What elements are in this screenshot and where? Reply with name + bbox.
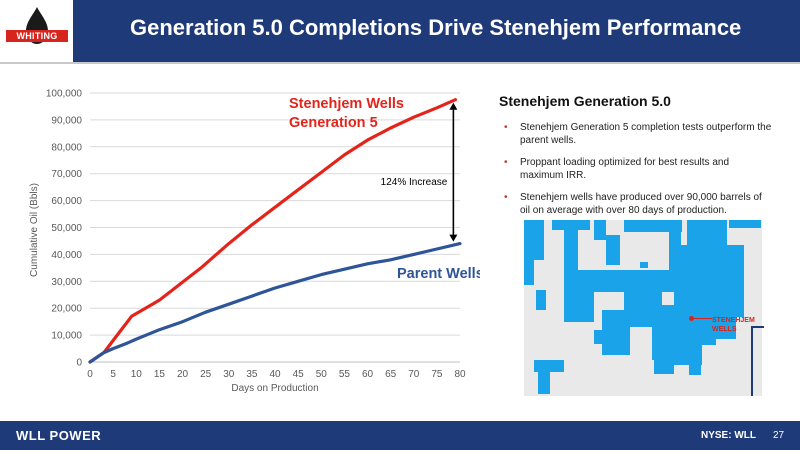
x-tick-label: 45 bbox=[293, 369, 305, 380]
x-tick-label: 80 bbox=[454, 369, 466, 380]
parent-wells-line bbox=[88, 242, 462, 364]
map-leader-line bbox=[694, 318, 712, 319]
gridlines bbox=[90, 92, 460, 336]
x-tick-label: 75 bbox=[431, 369, 443, 380]
x-tick-label: 25 bbox=[200, 369, 212, 380]
x-tick-label: 60 bbox=[362, 369, 374, 380]
map-label-line2: WELLS bbox=[712, 326, 737, 333]
x-tick-label: 35 bbox=[246, 369, 258, 380]
y-tick-label: 0 bbox=[76, 358, 82, 369]
x-tick-label: 15 bbox=[154, 369, 166, 380]
x-tick-label: 50 bbox=[316, 369, 328, 380]
logo-text: WHITING bbox=[6, 30, 68, 42]
y-tick-label: 20,000 bbox=[51, 304, 82, 315]
well-marker-icon bbox=[689, 316, 694, 321]
series-labels: Stenehjem Wells Generation 5 Parent Wells bbox=[289, 96, 480, 282]
bullet-item: • Stenehjem Generation 5 completion tests… bbox=[504, 121, 774, 147]
y-tick-label: 100,000 bbox=[46, 89, 83, 100]
series-label-line: Stenehjem Wells bbox=[289, 96, 404, 112]
footer: WLL POWER NYSE: WLL 27 bbox=[0, 421, 800, 450]
cumulative-oil-chart: 0 10,000 20,000 30,000 40,000 50,000 60,000 70,… bbox=[29, 89, 480, 395]
y-axis-label: Cumulative Oil (Bbls) bbox=[29, 183, 40, 277]
arrow-head-down-icon bbox=[449, 234, 458, 242]
x-axis-ticks: 0 5 10 15 20 25 30 35 40 45 50 55 60 65 70 75 80 bbox=[87, 369, 466, 380]
y-tick-label: 70,000 bbox=[51, 169, 82, 180]
series-label-line: Generation 5 bbox=[289, 115, 378, 131]
y-tick-label: 60,000 bbox=[51, 196, 82, 207]
y-tick-label: 90,000 bbox=[51, 115, 82, 126]
bullet-item: • Proppant loading optimized for best res… bbox=[504, 156, 774, 182]
x-tick-label: 10 bbox=[131, 369, 143, 380]
bullet-icon: • bbox=[504, 157, 508, 168]
acreage-map bbox=[524, 220, 762, 396]
y-tick-label: 30,000 bbox=[51, 277, 82, 288]
x-tick-label: 5 bbox=[110, 369, 116, 380]
ticker-symbol: NYSE: WLL bbox=[701, 430, 756, 441]
footer-brand: WLL POWER bbox=[16, 428, 102, 443]
map-label-line1: STENEHJEM bbox=[712, 317, 755, 324]
bullet-text: Proppant loading optimized for best resu… bbox=[520, 157, 730, 181]
stenehjem-gen5-line bbox=[88, 98, 457, 364]
bullet-icon: • bbox=[504, 122, 508, 133]
arrow-head-up-icon bbox=[449, 102, 458, 110]
header-divider bbox=[0, 62, 800, 64]
bullet-icon: • bbox=[504, 192, 508, 203]
series-label-parent: Parent Wells bbox=[397, 266, 480, 282]
y-axis-ticks: 0 10,000 20,000 30,000 40,000 50,000 60,000 70,… bbox=[46, 89, 83, 369]
series-label-gen5: Stenehjem Wells Generation 5 bbox=[289, 96, 404, 131]
page-number: 27 bbox=[773, 430, 785, 441]
x-axis-label: Days on Production bbox=[231, 383, 318, 394]
y-tick-label: 40,000 bbox=[51, 250, 82, 261]
bullet-list: • Stenehjem Generation 5 completion tests… bbox=[504, 121, 774, 226]
x-tick-label: 30 bbox=[223, 369, 235, 380]
x-tick-label: 55 bbox=[339, 369, 351, 380]
header-bar bbox=[73, 0, 800, 62]
map-label: STENEHJEM WELLS bbox=[712, 316, 755, 334]
x-tick-label: 40 bbox=[269, 369, 281, 380]
y-tick-label: 10,000 bbox=[51, 331, 82, 342]
x-tick-label: 0 bbox=[87, 369, 93, 380]
increase-annotation: 124% Increase bbox=[381, 102, 458, 242]
bullet-text: Stenehjem Generation 5 completion tests … bbox=[520, 122, 772, 146]
increase-label: 124% Increase bbox=[381, 177, 448, 188]
x-tick-label: 20 bbox=[177, 369, 189, 380]
panel-title: Stenehjem Generation 5.0 bbox=[499, 93, 671, 109]
x-tick-label: 70 bbox=[408, 369, 420, 380]
header: WHITING Generation 5.0 Completions Drive… bbox=[0, 0, 800, 62]
x-tick-label: 65 bbox=[385, 369, 397, 380]
whiting-logo: WHITING bbox=[6, 4, 68, 60]
map-boundary-line bbox=[751, 326, 764, 396]
page-title: Generation 5.0 Completions Drive Stenehj… bbox=[130, 15, 742, 40]
bullet-item: • Stenehjem wells have produced over 90,0… bbox=[504, 191, 774, 217]
y-tick-label: 50,000 bbox=[51, 223, 82, 234]
bullet-text: Stenehjem wells have produced over 90,00… bbox=[520, 192, 762, 216]
y-tick-label: 80,000 bbox=[51, 142, 82, 153]
series-lines bbox=[88, 98, 462, 364]
